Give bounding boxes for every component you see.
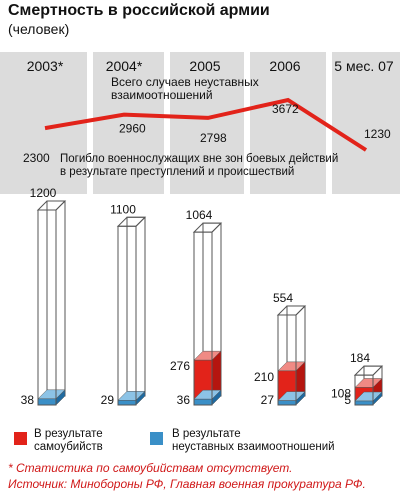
line-value-label: 2960 [119, 122, 146, 136]
bar-front-outline [277, 314, 297, 406]
legend-label-suicide: В результате самоубийств [34, 428, 103, 454]
bar-suicide-label: 276 [170, 359, 190, 373]
bar-total-label: 184 [350, 351, 370, 365]
bar-front-outline [117, 225, 137, 406]
line-value-label: 3672 [272, 102, 299, 116]
source-note: Источник: Минобороны РФ, Главная военная… [8, 477, 366, 491]
line-chart-title: Всего случаев неуставных [111, 75, 259, 89]
bar-edge [372, 365, 383, 376]
legend-swatch-hazing [150, 432, 163, 445]
chart-title: Смертность в российской армии [8, 2, 270, 19]
bar-hazing-segment [37, 398, 57, 406]
line-value-label: 2798 [200, 131, 227, 145]
bar-hazing-label: 38 [21, 393, 35, 407]
year-label: 2006 [269, 58, 300, 74]
bar-front-outline [37, 209, 57, 406]
bar-front-outline [193, 231, 213, 406]
line-value-label: 2300 [23, 151, 50, 165]
bar-total-label: 554 [273, 291, 293, 305]
legend-swatch-suicide [14, 432, 27, 445]
bar-edge [295, 305, 306, 316]
bar-chart-title: Погибло военнослужащих вне зон боевых де… [60, 153, 338, 165]
column-separator [164, 52, 170, 194]
year-label: 2004* [106, 58, 143, 74]
bar-hazing-segment [354, 400, 374, 406]
column-separator [326, 52, 332, 194]
bar-hazing-segment [193, 398, 213, 406]
line-value-label: 1230 [364, 127, 391, 141]
year-label: 2003* [27, 58, 64, 74]
year-label: 5 мес. 07 [334, 58, 394, 74]
bar-hazing-segment [277, 400, 297, 406]
legend-suicide-text: В результате самоубийств [34, 428, 103, 453]
column-separator [87, 52, 93, 194]
year-label: 2005 [189, 58, 220, 74]
legend-label-hazing: В результате неуставных взаимоотношений [172, 428, 335, 454]
bar-total-label: 1064 [186, 208, 213, 222]
bar-edge [211, 222, 222, 233]
bar-total-label: 1200 [30, 186, 57, 200]
bar-hazing-label: 36 [177, 393, 191, 407]
hazing-cases-line [44, 97, 368, 152]
bar-hazing-segment [117, 400, 137, 406]
bar-hazing-label: 27 [261, 393, 275, 407]
bar-edge [55, 200, 66, 211]
legend-hazing-text: В результате неуставных взаимоотношений [172, 428, 335, 453]
chart-subtitle: (человек) [8, 21, 70, 37]
bar-hazing-label: 29 [101, 393, 115, 407]
bar-suicide-label: 108 [331, 386, 351, 400]
column-separator [244, 52, 250, 194]
bar-total-label: 1100 [110, 202, 136, 216]
bar-edge [135, 216, 146, 227]
line-chart-title: взаимоотношений [111, 88, 213, 102]
bar-suicide-label: 210 [254, 370, 274, 384]
footnote: * Статистика по самоубийствам отсутствуе… [8, 461, 293, 475]
bar-hazing-label: 5 [344, 393, 351, 407]
bar-front-outline [354, 374, 374, 406]
bar-chart-title: в результате преступлений и происшествий [60, 166, 294, 178]
